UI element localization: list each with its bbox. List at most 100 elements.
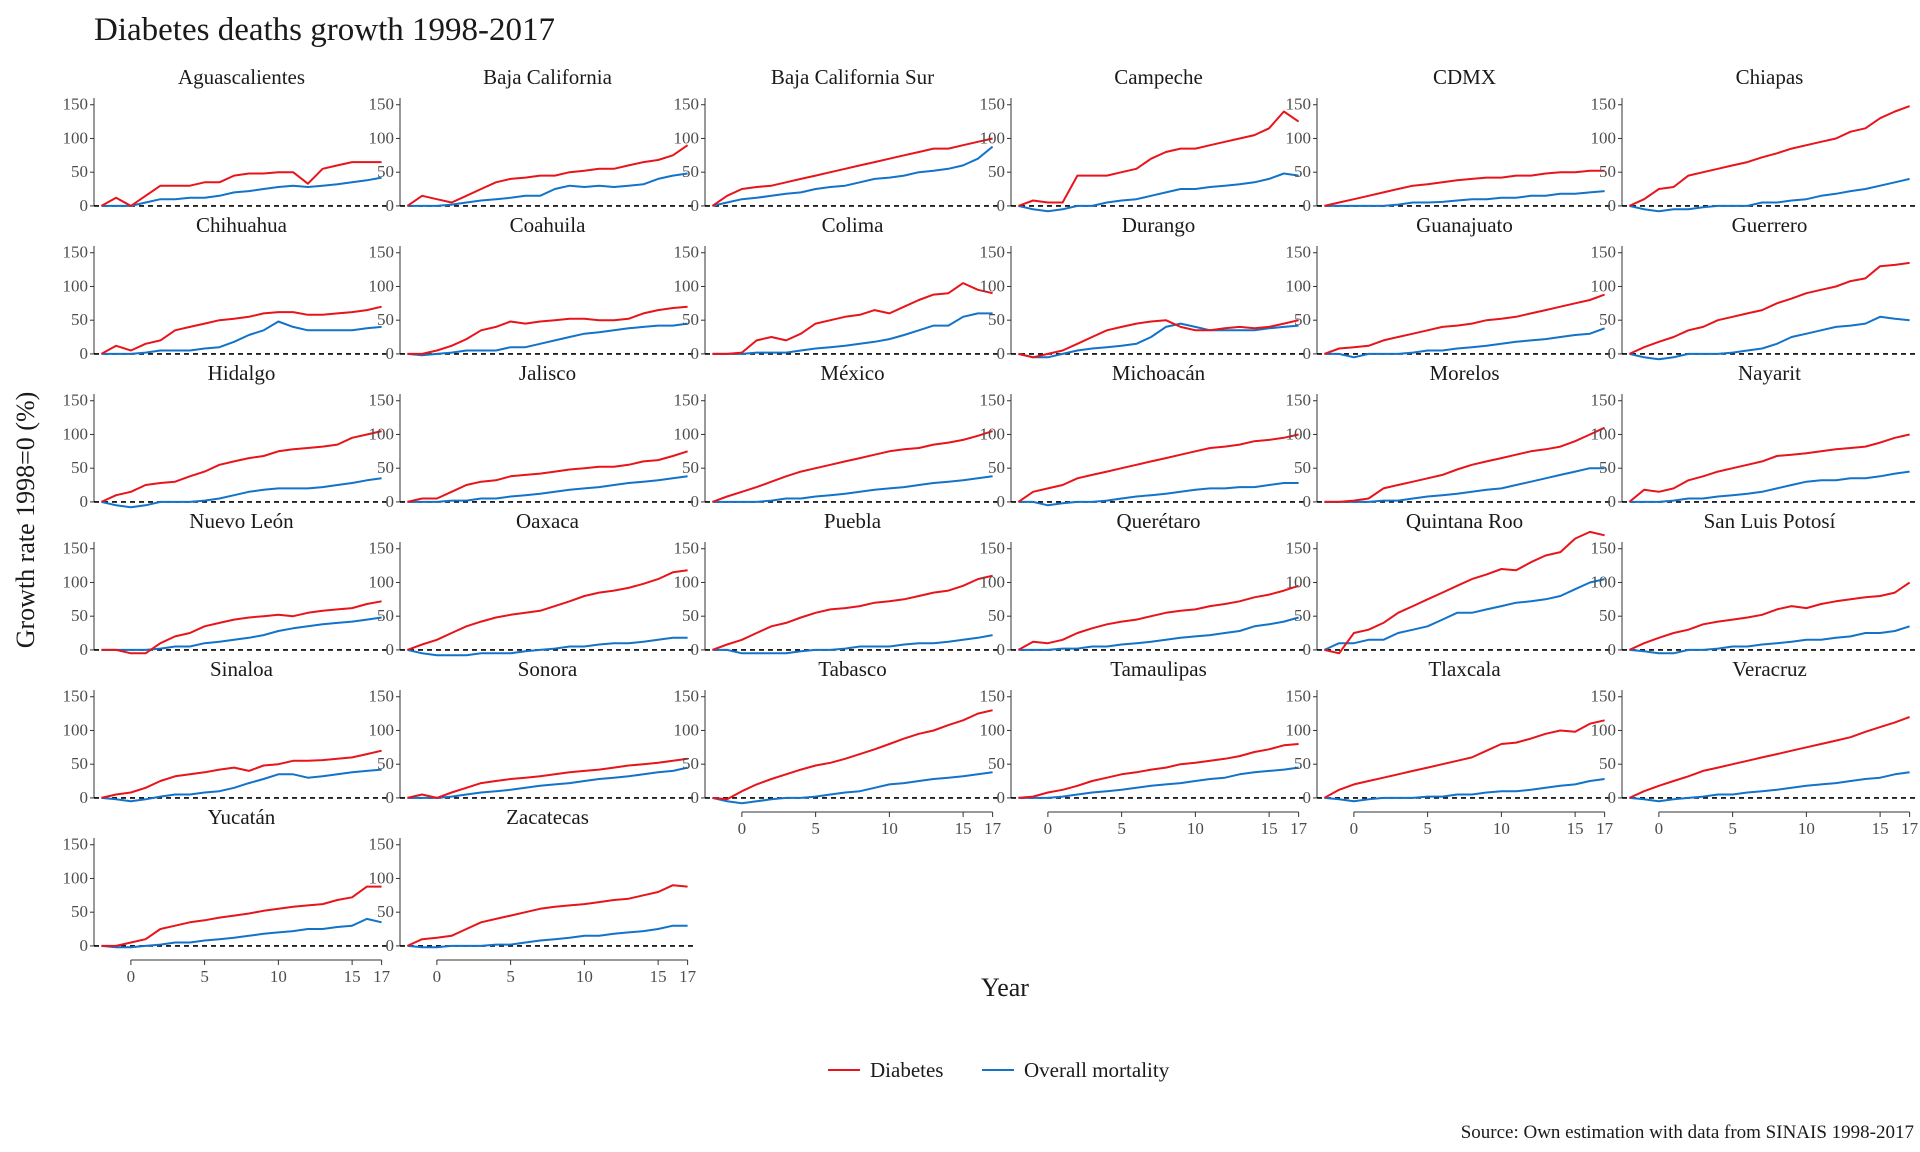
panel-title: Yucatán: [208, 805, 276, 829]
y-tick-label: 100: [1286, 128, 1312, 147]
series-overall-mortality-line: [101, 917, 382, 949]
series-overall-mortality-line: [712, 475, 993, 503]
y-tick-label: 150: [63, 243, 89, 262]
y-tick-label: 0: [691, 492, 700, 511]
x-tick-label: 15: [1567, 819, 1584, 838]
y-tick-label: 100: [63, 128, 89, 147]
series-overall-mortality-line: [407, 636, 688, 657]
y-tick-label: 0: [997, 344, 1006, 363]
panel-title: México: [820, 361, 884, 385]
y-tick-label: 150: [980, 539, 1006, 558]
x-tick-label: 15: [955, 819, 972, 838]
y-tick-label: 150: [1591, 391, 1617, 410]
y-tick-label: 100: [63, 572, 89, 591]
panel-title: Baja California: [483, 65, 613, 89]
y-tick-label: 0: [691, 344, 700, 363]
panel-title: Campeche: [1114, 65, 1203, 89]
series-diabetes-line: [712, 282, 993, 355]
legend-item-overall-mortality: Overall mortality: [982, 1058, 1170, 1082]
series-overall-mortality-line: [407, 172, 688, 207]
panel-title: Tamaulipas: [1110, 657, 1207, 681]
x-tick-label: 0: [1655, 819, 1664, 838]
series-overall-mortality-line: [1323, 578, 1605, 651]
x-tick-label: 5: [1728, 819, 1737, 838]
series-diabetes-line: [712, 574, 993, 651]
y-tick-label: 150: [674, 243, 700, 262]
panel-title: Nayarit: [1738, 361, 1801, 385]
y-tick-label: 50: [377, 754, 394, 773]
y-tick-label: 50: [682, 162, 699, 181]
series-overall-mortality-line: [712, 634, 993, 655]
panel-nuevo-leon: Nuevo León 0 50 100 150: [63, 509, 389, 659]
panel-title: Morelos: [1430, 361, 1500, 385]
series-overall-mortality-line: [1324, 778, 1605, 803]
panel-title: Jalisco: [519, 361, 576, 385]
y-tick-label: 50: [1294, 754, 1311, 773]
x-tick-label: 10: [1187, 819, 1204, 838]
series-diabetes-line: [1324, 169, 1605, 207]
panel-title: Baja California Sur: [771, 65, 934, 89]
chart-caption: Source: Own estimation with data from SI…: [1461, 1122, 1914, 1143]
series-overall-mortality-line: [1324, 190, 1605, 207]
y-tick-label: 100: [369, 424, 395, 443]
y-tick-label: 150: [674, 687, 700, 706]
x-tick-label: 0: [738, 819, 747, 838]
y-tick-label: 50: [71, 606, 88, 625]
y-tick-label: 100: [1591, 424, 1617, 443]
series-diabetes-line: [100, 305, 382, 355]
y-tick-label: 150: [369, 835, 395, 854]
panel-title: Querétaro: [1117, 509, 1201, 533]
y-tick-label: 0: [997, 640, 1006, 659]
y-tick-label: 150: [980, 95, 1006, 114]
y-tick-label: 0: [386, 788, 395, 807]
chart-title: Diabetes deaths growth 1998-2017: [94, 12, 555, 48]
x-tick-label: 0: [1044, 819, 1053, 838]
y-tick-label: 150: [63, 539, 89, 558]
panel-veracruz: Veracruz 0 50 100 150 0 5 10 15 17: [1591, 657, 1919, 838]
series-diabetes-line: [1018, 743, 1299, 799]
y-tick-label: 150: [369, 539, 395, 558]
y-tick-label: 50: [1599, 310, 1616, 329]
series-diabetes-line: [1323, 719, 1605, 799]
y-tick-label: 0: [1303, 492, 1312, 511]
y-tick-label: 150: [1591, 243, 1617, 262]
legend-item-diabetes: Diabetes: [828, 1058, 943, 1082]
panel-chihuahua: Chihuahua 0 50 100 150: [63, 213, 389, 363]
panel-title: Tabasco: [818, 657, 887, 681]
x-tick-label: 0: [433, 967, 442, 986]
panel-sonora: Sonora 0 50 100 150: [369, 657, 695, 807]
x-tick-label: 10: [881, 819, 898, 838]
y-tick-label: 50: [377, 606, 394, 625]
y-tick-label: 0: [997, 196, 1006, 215]
y-tick-label: 50: [682, 606, 699, 625]
y-tick-label: 100: [1591, 572, 1617, 591]
panel-title: Oaxaca: [516, 509, 580, 533]
series-overall-mortality-line: [1018, 766, 1299, 799]
panel-michoacan: Michoacán 0 50 100 150: [980, 361, 1306, 511]
panel-yucatan: Yucatán 0 50 100 150 0 5 10 15 17: [63, 805, 391, 986]
y-tick-label: 50: [1599, 162, 1616, 181]
panel-colima: Colima 0 50 100 150: [674, 213, 1000, 363]
y-tick-label: 50: [988, 458, 1005, 477]
y-tick-label: 150: [1286, 539, 1312, 558]
y-tick-label: 100: [980, 128, 1006, 147]
y-tick-label: 150: [1591, 539, 1617, 558]
series-overall-mortality-line: [1324, 327, 1605, 359]
y-tick-label: 50: [682, 754, 699, 773]
panel-hidalgo: Hidalgo 0 50 100 150: [63, 361, 389, 511]
y-tick-label: 0: [1608, 344, 1617, 363]
series-diabetes-line: [1628, 716, 1910, 799]
x-axis-title: Year: [981, 973, 1029, 1002]
y-tick-label: 100: [980, 572, 1006, 591]
panel-oaxaca: Oaxaca 0 50 100 150: [369, 509, 695, 659]
panel-guerrero: Guerrero 0 50 100 150: [1591, 213, 1917, 363]
y-tick-label: 100: [369, 868, 395, 887]
y-tick-label: 0: [1608, 196, 1617, 215]
panel-jalisco: Jalisco 0 50 100 150: [369, 361, 695, 511]
y-tick-label: 100: [63, 424, 89, 443]
y-tick-label: 100: [369, 128, 395, 147]
y-tick-label: 0: [80, 788, 89, 807]
y-tick-label: 50: [682, 458, 699, 477]
